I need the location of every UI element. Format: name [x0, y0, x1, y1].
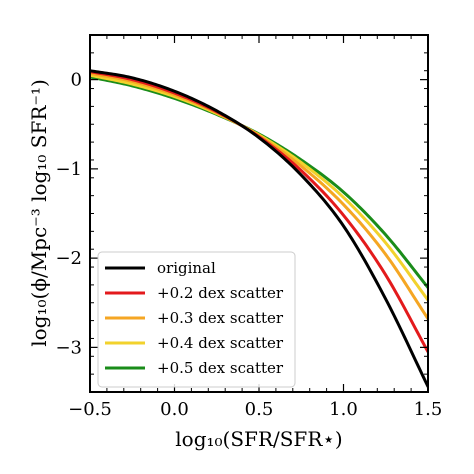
x-tick-label: 1.5	[414, 399, 443, 420]
legend-label: +0.4 dex scatter	[157, 334, 284, 352]
y-tick-label: −3	[55, 337, 82, 358]
series-group	[90, 69, 428, 389]
x-tick-label: 0.0	[160, 399, 189, 420]
legend: original +0.2 dex scatter +0.3 dex scatter…	[97, 251, 296, 388]
series-line-original	[90, 69, 428, 389]
x-axis-label: log₁₀(SFR/SFR⋆)	[175, 427, 342, 451]
legend-box	[97, 251, 296, 388]
legend-label: +0.2 dex scatter	[157, 284, 284, 302]
x-tick-label: −0.5	[68, 399, 112, 420]
y-axis-label: log₁₀(ϕ/Mpc⁻³ log₁₀ SFR⁻¹)	[27, 79, 51, 347]
x-tick-label: 0.5	[245, 399, 274, 420]
legend-label: +0.5 dex scatter	[157, 359, 284, 377]
y-tick-label: 0	[71, 70, 82, 91]
y-tick-label: −1	[55, 159, 82, 180]
legend-label: original	[157, 259, 216, 277]
plot-area: −0.5 0.0 0.5 1.0 1.5 0 −1 −2 −3	[55, 34, 443, 420]
y-tick-label: −2	[55, 248, 82, 269]
legend-label: +0.3 dex scatter	[157, 309, 284, 327]
plot-frame	[89, 34, 429, 393]
x-tick-label: 1.0	[329, 399, 358, 420]
